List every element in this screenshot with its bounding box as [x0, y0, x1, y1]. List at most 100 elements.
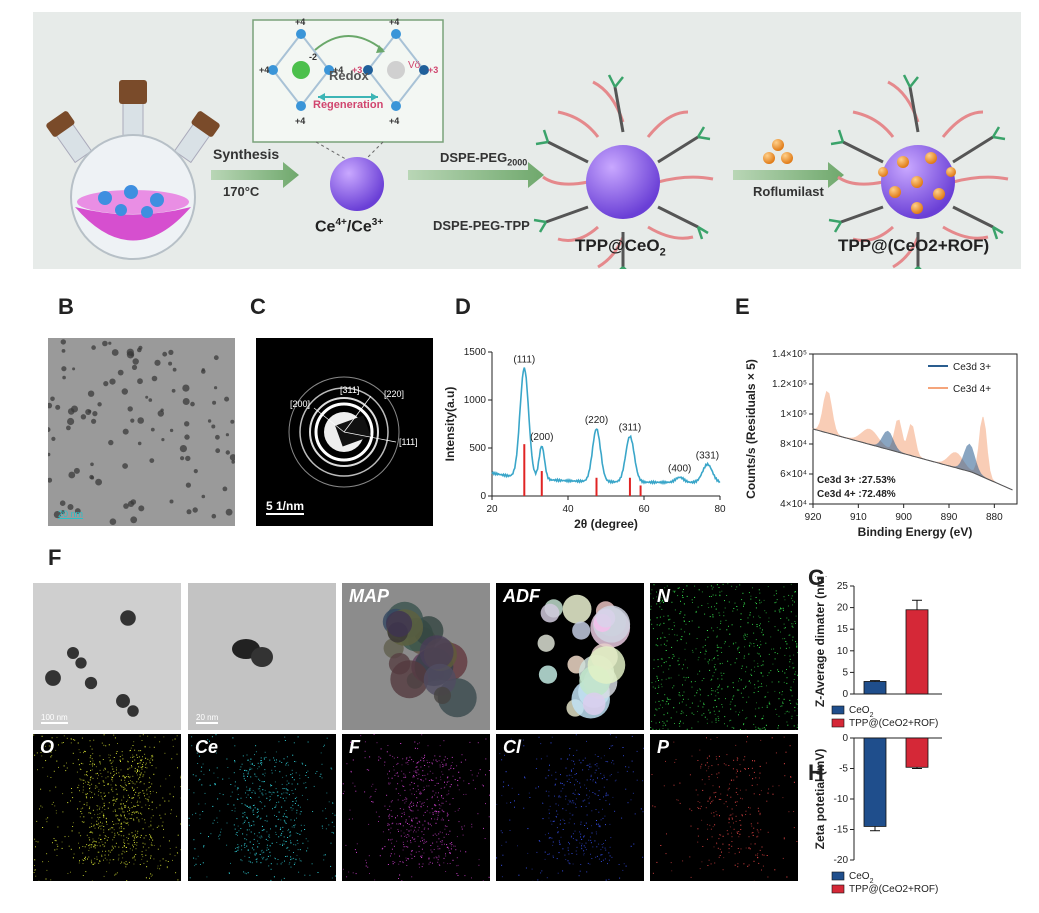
element-dot [408, 823, 410, 825]
eds-tile-graphic [650, 583, 798, 730]
element-dot [80, 769, 82, 770]
element-dot [68, 835, 70, 837]
element-dot [433, 857, 435, 859]
element-dot [408, 806, 410, 808]
element-dot [432, 834, 434, 836]
particle [572, 621, 591, 640]
element-dot [120, 863, 122, 864]
element-dot [762, 664, 764, 666]
element-dot [249, 807, 251, 809]
element-dot [333, 832, 334, 834]
element-dot [85, 871, 87, 873]
nanoparticle-dot [74, 508, 81, 514]
element-dot [66, 737, 68, 739]
element-dot [753, 632, 755, 634]
element-dot [237, 825, 239, 827]
element-dot [118, 834, 120, 836]
element-dot [560, 796, 562, 798]
element-dot [356, 843, 358, 845]
element-dot [295, 858, 297, 860]
element-dot [136, 769, 138, 770]
element-dot [282, 776, 284, 778]
element-dot [296, 817, 297, 819]
element-dot [758, 589, 760, 591]
element-dot [100, 792, 102, 794]
element-dot [756, 626, 758, 628]
element-dot [750, 682, 751, 684]
element-dot [728, 818, 730, 820]
element-dot [702, 706, 704, 708]
element-dot [113, 829, 115, 831]
element-dot [699, 670, 701, 672]
element-dot [123, 786, 125, 788]
element-dot [679, 721, 681, 723]
element-dot [285, 856, 287, 857]
element-dot [247, 872, 249, 874]
nanoparticle-dot [168, 361, 173, 366]
element-dot [244, 838, 246, 840]
element-dot [103, 805, 105, 807]
element-dot [739, 729, 741, 730]
element-dot [739, 789, 741, 791]
element-dot [144, 822, 146, 824]
element-dot [150, 873, 152, 875]
element-dot [740, 613, 742, 615]
element-dot [80, 779, 82, 781]
element-dot [736, 658, 738, 660]
element-dot [656, 617, 658, 619]
element-dot [91, 826, 93, 827]
element-dot [477, 813, 479, 815]
element-dot [98, 842, 100, 844]
element-dot [122, 850, 124, 852]
element-dot [132, 797, 134, 799]
element-dot [428, 780, 430, 781]
element-dot [397, 783, 399, 785]
element-dot [410, 802, 411, 804]
element-dot [126, 822, 128, 824]
element-dot [133, 811, 135, 813]
element-dot [581, 838, 583, 840]
element-dot [456, 857, 458, 859]
element-dot [550, 837, 552, 839]
element-dot [750, 823, 752, 825]
element-dot [369, 797, 371, 799]
element-dot [743, 724, 744, 726]
element-dot [446, 846, 448, 848]
element-dot [414, 855, 416, 857]
element-dot [686, 728, 688, 730]
element-dot [785, 751, 787, 753]
element-dot [686, 585, 688, 587]
element-dot [85, 856, 87, 858]
element-dot [441, 802, 443, 804]
element-dot [719, 834, 721, 836]
element-dot [262, 789, 264, 791]
element-dot [138, 792, 140, 794]
element-dot [719, 684, 720, 686]
element-dot [720, 799, 722, 800]
element-dot [777, 669, 779, 671]
element-dot [34, 859, 36, 861]
element-dot [795, 591, 796, 593]
element-dot [716, 737, 718, 738]
element-dot [712, 826, 714, 828]
element-dot [605, 795, 607, 797]
element-dot [776, 599, 778, 601]
element-dot [195, 812, 197, 814]
element-dot [702, 789, 704, 791]
element-dot [280, 827, 282, 829]
element-dot [272, 808, 273, 810]
element-dot [141, 759, 143, 760]
element-dot [297, 783, 299, 785]
eds-tile: MAP [342, 583, 490, 730]
element-dot [762, 715, 764, 717]
element-dot [140, 772, 142, 774]
element-dot [432, 842, 434, 844]
element-dot [288, 828, 290, 830]
element-dot [773, 594, 775, 596]
element-dot [90, 859, 92, 861]
element-dot [280, 819, 282, 821]
element-dot [212, 822, 214, 824]
element-dot [136, 804, 138, 806]
element-dot [665, 661, 667, 663]
element-dot [557, 832, 559, 834]
